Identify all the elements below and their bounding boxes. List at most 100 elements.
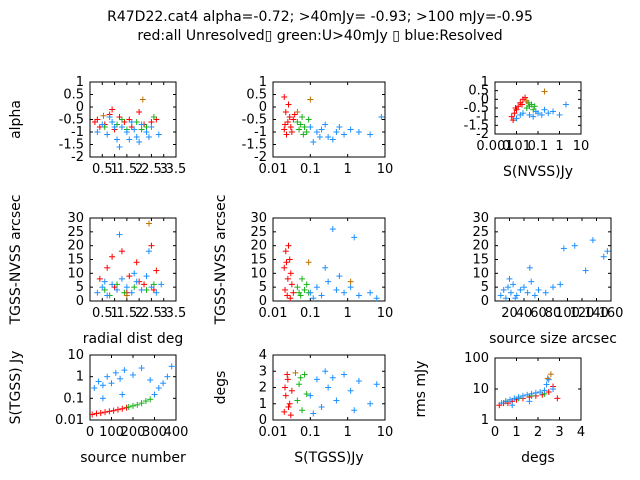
panel-5-ylabel: TGSS-NVSS arcsec bbox=[213, 195, 229, 326]
panel-3-point-blue bbox=[526, 111, 533, 118]
panel-1-ytick-label: -1.5 bbox=[59, 138, 84, 153]
panel-2-xtick-label: 1 bbox=[344, 162, 352, 177]
panel-2-point-red bbox=[283, 131, 290, 138]
panel-3-ytick-label: 0.5 bbox=[468, 84, 489, 99]
panel-8-point-green bbox=[299, 407, 306, 414]
panel-6-xtick-label: 40 bbox=[516, 306, 533, 321]
panel-2-point-red bbox=[287, 124, 294, 130]
panel-3-point-blue bbox=[562, 101, 569, 108]
panel-7-point-blue bbox=[99, 395, 106, 402]
panel-4-point-blue bbox=[114, 286, 121, 293]
panel-8-ytick-label: 3 bbox=[259, 364, 267, 379]
panel-4-point-red bbox=[141, 281, 148, 288]
panel-4-point-blue bbox=[131, 270, 138, 277]
panel-5-point-red bbox=[284, 275, 291, 282]
panel-2-point-blue bbox=[333, 129, 340, 135]
panel-2-point-blue bbox=[341, 131, 348, 138]
panel-8-ylabel: degs bbox=[213, 371, 229, 405]
panel-9-point-red bbox=[545, 389, 552, 396]
panel-4-point-red bbox=[148, 242, 155, 249]
panel-5-xtick-label: 0.1 bbox=[300, 306, 321, 321]
panel-8-ytick-label: 4 bbox=[259, 348, 267, 363]
panel-9-point-orange bbox=[547, 371, 554, 378]
panel-4-point-orange bbox=[123, 292, 130, 299]
panel-3-ytick-label: -1 bbox=[476, 110, 489, 125]
panel-2-xtick-label: 10 bbox=[377, 162, 394, 177]
panel-8-point-red bbox=[285, 404, 292, 410]
panel-7-point-red bbox=[119, 405, 126, 412]
panel-5-point-red bbox=[290, 289, 297, 296]
panel-5-point-blue bbox=[325, 278, 332, 285]
panel-4-ytick-label: 15 bbox=[67, 253, 84, 268]
panel-4-point-blue bbox=[118, 275, 125, 282]
panel-6-ytick-label: 30 bbox=[472, 211, 489, 226]
panel-5-xtick-label: 0.01 bbox=[259, 306, 288, 321]
panel-1-ylabel: alpha bbox=[8, 100, 24, 139]
panel-8-point-blue bbox=[351, 407, 358, 414]
panel-6-point-blue bbox=[513, 292, 520, 299]
panel-5-point-blue bbox=[318, 292, 325, 299]
panel-6-xtick-label: 20 bbox=[501, 306, 518, 321]
panel-4-point-red bbox=[126, 273, 133, 280]
panel-1-point-blue bbox=[123, 129, 130, 135]
panel-6-point-blue bbox=[512, 295, 519, 302]
panel-3-frame bbox=[494, 81, 582, 135]
panel-5-point-blue bbox=[367, 289, 374, 296]
panel-6-ytick-label: 10 bbox=[472, 266, 489, 281]
panel-3-ytick-label: -2 bbox=[476, 127, 489, 142]
panel-1-xtick-label: 2.5 bbox=[141, 162, 162, 177]
panel-7-point-red bbox=[89, 411, 96, 418]
panel-6-point-blue bbox=[524, 289, 531, 296]
panel-4-point-blue bbox=[138, 286, 145, 293]
panel-7-point-red bbox=[97, 410, 104, 417]
panel-6-point-blue bbox=[517, 286, 524, 293]
panel-8-point-red bbox=[286, 400, 293, 407]
panel-2-point-green bbox=[305, 116, 312, 123]
panel-5-point-blue bbox=[333, 286, 340, 293]
panel-7-ytick-label: 0.1 bbox=[63, 391, 84, 406]
panel-6-xtick-label: 140 bbox=[584, 306, 609, 321]
panel-9-point-blue bbox=[524, 391, 531, 398]
panel-1-point-blue bbox=[116, 144, 123, 150]
panel-4-point-blue bbox=[153, 289, 160, 296]
panel-5-point-green bbox=[297, 292, 304, 299]
panel-3-point-blue bbox=[535, 110, 541, 117]
panel-8-point-red bbox=[284, 371, 291, 378]
panel-2-point-red bbox=[281, 126, 288, 133]
panel-2-point-green bbox=[297, 121, 304, 128]
panel-2-ytick-label: -0.5 bbox=[242, 113, 267, 128]
panel-7-point-blue bbox=[138, 365, 145, 372]
panel-1-xtick-label: 3.5 bbox=[166, 162, 187, 177]
panel-4-ytick-label: 20 bbox=[67, 239, 84, 254]
panel-5-xtick-label: 10 bbox=[377, 306, 394, 321]
panel-5-point-blue bbox=[322, 264, 329, 271]
panel-4-point-blue bbox=[133, 278, 140, 285]
panel-7-xtick-label: 200 bbox=[121, 425, 146, 440]
panel-1-point-blue bbox=[136, 139, 143, 145]
panel-3-xtick-label: 0.001 bbox=[476, 139, 513, 154]
panel-4-point-blue bbox=[158, 281, 165, 288]
panel-5-point-blue bbox=[355, 292, 362, 299]
panel-9-point-blue bbox=[526, 398, 533, 405]
panel-7-point-green bbox=[134, 401, 141, 408]
panel-2-point-red bbox=[282, 121, 289, 128]
panel-6-ytick-label: 5 bbox=[481, 280, 489, 295]
panel-9-point-blue bbox=[519, 392, 526, 399]
panel-4-point-blue bbox=[101, 278, 108, 285]
panel-2-point-blue bbox=[378, 114, 385, 120]
panel-5-point-red bbox=[287, 295, 294, 302]
panel-4-point-red bbox=[133, 259, 140, 266]
panel-2-point-green bbox=[303, 129, 310, 135]
panel-2-point-blue bbox=[347, 126, 354, 133]
panel-1-point-blue bbox=[99, 121, 106, 128]
panel-7-point-blue bbox=[117, 375, 124, 382]
panel-7-point-red bbox=[106, 408, 113, 415]
title-line-2: red:all Unresolved▯ green:U>40mJy ▯ blue… bbox=[137, 28, 503, 44]
panel-1-point-blue bbox=[128, 119, 135, 125]
panel-4-xtick-label: 2.5 bbox=[141, 306, 162, 321]
panel-9-ytick-label: 1 bbox=[481, 413, 489, 428]
panel-4-point-green bbox=[131, 284, 138, 291]
panel-3-point-orange bbox=[523, 98, 530, 105]
panel-5-ytick-label: 5 bbox=[259, 280, 267, 295]
